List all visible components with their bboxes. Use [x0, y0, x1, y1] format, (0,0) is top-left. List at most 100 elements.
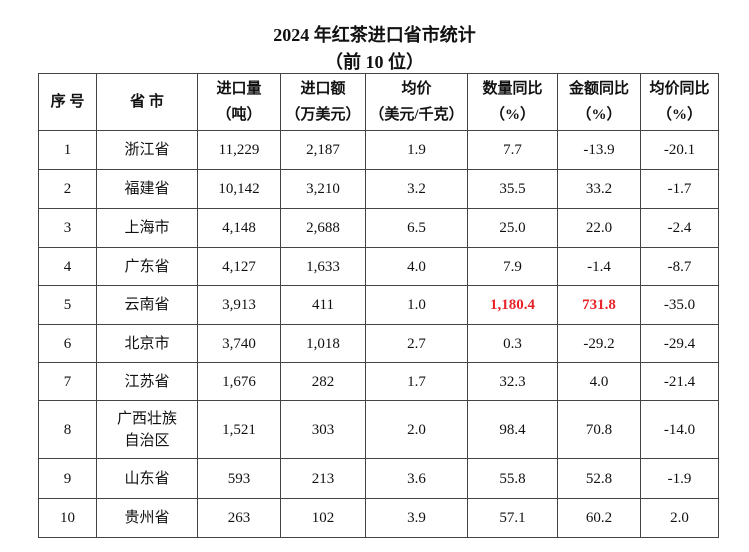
cell: 70.8: [557, 400, 641, 459]
cell: -8.7: [640, 247, 719, 286]
cell-text: 4: [63, 258, 72, 275]
cell-text: 731.8: [582, 297, 616, 313]
cell-text: 10: [60, 510, 75, 526]
cell: -35.0: [640, 285, 719, 325]
cell-text: 1.0: [407, 297, 426, 313]
cell-text: 1,018: [306, 335, 340, 352]
cell: 2,187: [280, 130, 366, 170]
cell-text: 4,127: [222, 258, 256, 275]
cell-text: 55.8: [499, 470, 526, 487]
row: 8 广西壮族自治区 1,521 303 2.0 98.4 70.8 -14.0: [38, 400, 719, 459]
title: 2024 年红茶进口省市统计: [273, 25, 476, 45]
cell: 5: [38, 285, 97, 325]
header-text: 进口量: [216, 81, 262, 97]
cell: 1,676: [197, 362, 281, 401]
cell-text: -8.7: [667, 258, 692, 275]
cell-text: 282: [311, 373, 335, 390]
cell: 1,018: [280, 324, 366, 363]
cell: 云南省: [96, 285, 198, 325]
cell: 11,229: [197, 130, 281, 170]
subtitle: （前 10 位）: [325, 52, 424, 72]
row: 1 浙江省 11,229 2,187 1.9 7.7 -13.9 -20.1: [38, 130, 719, 170]
cell: 江苏省: [96, 362, 198, 401]
cell: 22.0: [557, 208, 641, 248]
cell-text: 593: [227, 470, 251, 487]
cell-text: 3,913: [222, 297, 256, 313]
row: 2 福建省 10,142 3,210 3.2 35.5 33.2 -1.7: [38, 169, 719, 209]
cell: 60.2: [557, 498, 641, 538]
cell: 213: [280, 458, 366, 499]
header-cell: 均价同比 （%）: [640, 73, 719, 131]
cell: 4.0: [557, 362, 641, 401]
cell-text: 0.3: [503, 335, 522, 352]
cell-text: 2: [63, 181, 72, 197]
cell-text: 57.1: [499, 510, 526, 526]
cell: 1.0: [365, 285, 468, 325]
cell-text: 213: [311, 470, 335, 487]
cell: 4.0: [365, 247, 468, 286]
cell: 1: [38, 130, 97, 170]
header-text: 均价: [401, 81, 432, 97]
cell: 35.5: [467, 169, 558, 209]
cell-text: 江苏省: [124, 373, 170, 390]
header-text: （万美元）: [285, 107, 361, 123]
cell: 3.9: [365, 498, 468, 538]
cell-text: 10,142: [218, 181, 260, 197]
cell: 10: [38, 498, 97, 538]
cell-text: 9: [63, 470, 72, 487]
header-cell: 进口量 （吨）: [197, 73, 281, 131]
cell: 55.8: [467, 458, 558, 499]
cell-text: 广西壮族自治区: [116, 410, 177, 449]
cell-text: 25.0: [499, 220, 526, 236]
cell-text: 1,180.4: [490, 297, 535, 313]
cell-text: 浙江省: [124, 142, 170, 158]
cell-text: 3.6: [407, 470, 426, 487]
row: 9 山东省 593 213 3.6 55.8 52.8 -1.9: [38, 458, 719, 499]
cell-text: 1,521: [222, 421, 256, 438]
cell-text: 70.8: [585, 421, 613, 438]
cell: 57.1: [467, 498, 558, 538]
cell: 上海市: [96, 208, 198, 248]
cell: 25.0: [467, 208, 558, 248]
cell-text: 3,210: [306, 181, 340, 197]
cell: -21.4: [640, 362, 719, 401]
cell: 3,913: [197, 285, 281, 325]
cell-text: 北京市: [124, 335, 170, 352]
row: 10 贵州省 263 102 3.9 57.1 60.2 2.0: [38, 498, 719, 538]
cell-text: 263: [227, 510, 251, 526]
cell: -20.1: [640, 130, 719, 170]
cell-text: 3.9: [407, 510, 426, 526]
cell-text: -2.4: [667, 220, 692, 236]
cell: 3.2: [365, 169, 468, 209]
cell-text: 60.2: [585, 510, 613, 526]
cell: 北京市: [96, 324, 198, 363]
cell: 浙江省: [96, 130, 198, 170]
cell: 广西壮族自治区: [96, 400, 198, 459]
header-text: （吨）: [216, 107, 262, 123]
cell-text: 11,229: [218, 142, 260, 158]
cell-text: -20.1: [663, 142, 696, 158]
cell: 4: [38, 247, 97, 286]
cell: 33.2: [557, 169, 641, 209]
cell-text: -1.9: [667, 470, 692, 487]
cell-text: 上海市: [124, 220, 170, 236]
cell: 3: [38, 208, 97, 248]
cell-text: 98.4: [499, 421, 526, 438]
cell: -13.9: [557, 130, 641, 170]
cell: 411: [280, 285, 366, 325]
cell: 32.3: [467, 362, 558, 401]
cell: 2.0: [640, 498, 719, 538]
cell: 3,740: [197, 324, 281, 363]
cell-text: 7.9: [503, 258, 522, 275]
cell: 3,210: [280, 169, 366, 209]
cell-text: -21.4: [663, 373, 696, 390]
cell-text: -35.0: [663, 297, 696, 313]
cell-text: 6.5: [407, 220, 426, 236]
cell-text: -1.4: [587, 258, 611, 275]
cell: 282: [280, 362, 366, 401]
cell: 7: [38, 362, 97, 401]
cell: -14.0: [640, 400, 719, 459]
header-cell: 序 号: [38, 73, 97, 131]
cell-text: 2.0: [670, 510, 689, 526]
